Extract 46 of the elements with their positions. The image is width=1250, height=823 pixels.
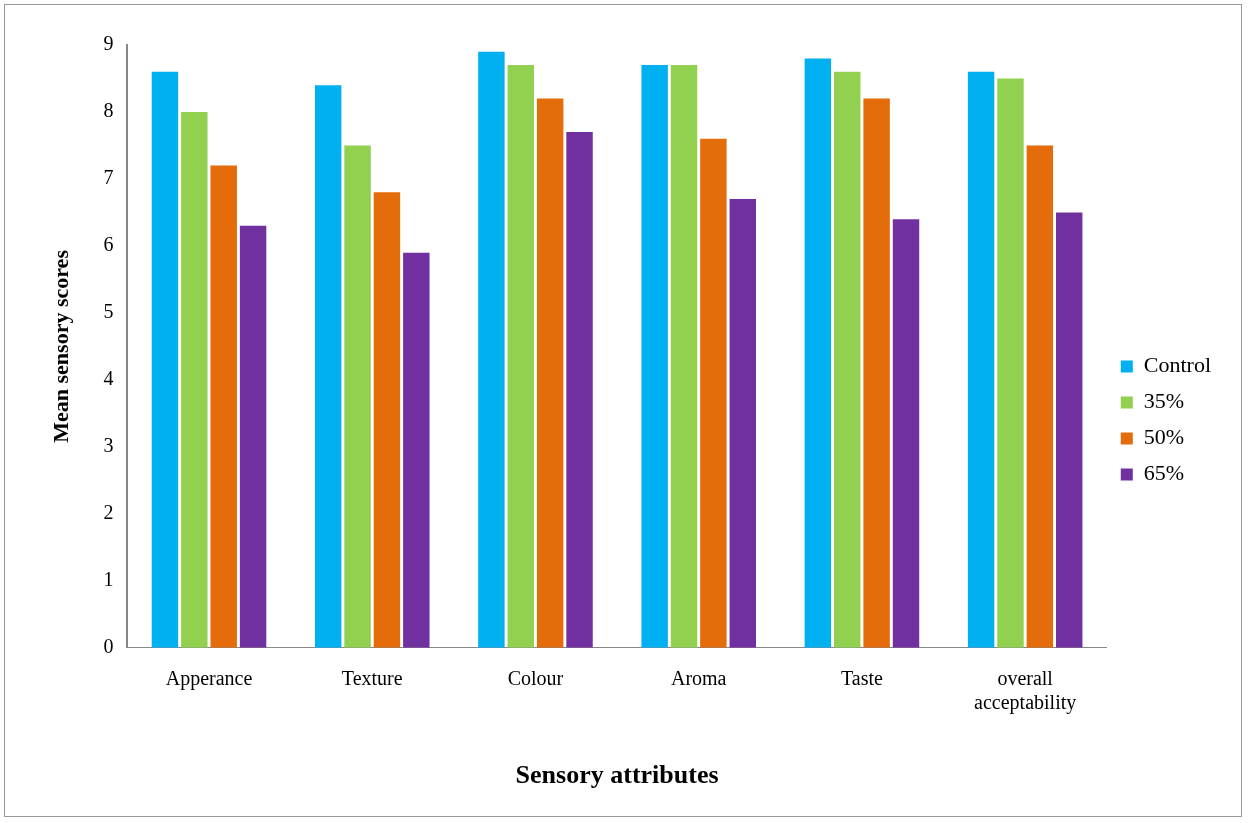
bar: [210, 165, 237, 648]
x-tick-label: Texture: [341, 667, 403, 690]
bar: [1056, 212, 1083, 648]
bar: [507, 65, 534, 648]
bar: [151, 71, 179, 648]
bar: [566, 132, 593, 648]
y-tick-label: 9: [103, 32, 114, 55]
y-tick-label: 3: [103, 434, 114, 457]
bar: [239, 225, 267, 648]
bar: [1026, 145, 1054, 648]
bar: [834, 71, 861, 648]
y-tick-label: 4: [103, 367, 114, 390]
x-tick-label: overall acceptability: [974, 667, 1077, 715]
legend-label: 65%: [1143, 460, 1185, 486]
x-tick-label: Colour: [507, 667, 564, 690]
x-axis-title: Sensory attributes: [515, 760, 719, 790]
bar: [641, 65, 668, 648]
bar: [729, 199, 756, 648]
bar: [314, 85, 342, 648]
y-tick-label: 5: [103, 300, 114, 323]
x-tick-label: Aroma: [670, 667, 727, 690]
legend-label: 35%: [1143, 388, 1185, 414]
bar: [997, 78, 1024, 648]
bar: [670, 65, 698, 648]
y-tick-label: 6: [103, 233, 114, 256]
bar: [373, 192, 401, 648]
bar: [181, 111, 208, 648]
bar: [536, 98, 564, 648]
bar: [967, 71, 995, 648]
y-tick-label: 7: [103, 166, 114, 189]
x-tick-label: Taste: [840, 667, 884, 690]
legend-label: Control: [1143, 352, 1212, 378]
bar: [344, 145, 371, 648]
y-tick-label: 2: [103, 501, 114, 524]
bar: [478, 51, 505, 648]
bar: [700, 138, 727, 648]
x-tick-label: Apperance: [165, 667, 253, 691]
y-tick-label: 8: [103, 99, 114, 122]
y-tick-label: 0: [103, 635, 114, 658]
y-axis-title: Mean sensory scores: [47, 249, 73, 443]
bar: [863, 98, 890, 648]
legend-label: 50%: [1143, 424, 1185, 450]
y-tick-label: 1: [103, 568, 114, 591]
bar: [892, 219, 920, 648]
bar: [804, 58, 832, 648]
bar: [403, 252, 430, 648]
